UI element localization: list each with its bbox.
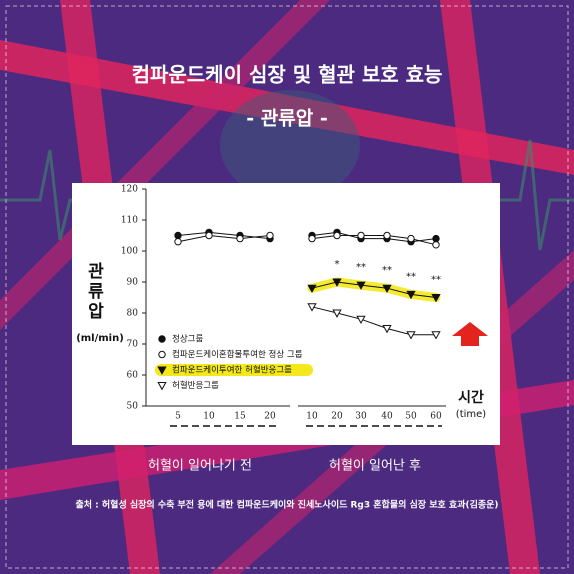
marker: [406, 290, 416, 300]
marker: [432, 234, 440, 243]
marker: [407, 234, 415, 243]
y-tick-label: 70: [127, 340, 139, 350]
marker: [333, 231, 341, 240]
x-tick-label: 60: [430, 412, 442, 422]
significance-label: *: [335, 259, 340, 270]
legend-label: 컴파운드케이혼합물투여한 정상 그룹: [172, 349, 303, 360]
marker: [357, 231, 365, 240]
significance-label: **: [431, 275, 441, 286]
legend-label: 정상그룹: [172, 334, 203, 345]
significance-label: **: [406, 271, 416, 282]
marker: [356, 281, 366, 290]
series-line: [177, 234, 437, 246]
marker: [174, 238, 182, 246]
significance-label: **: [382, 265, 392, 276]
marker: [431, 294, 441, 303]
x-tick-label: 10: [306, 412, 318, 422]
x-tick-label: 30: [355, 412, 367, 422]
marker: [205, 231, 213, 240]
y-tick-label: 120: [121, 185, 138, 195]
period-label: 허혈이 일어나기 전: [148, 459, 252, 474]
y-tick-label: 90: [127, 278, 139, 288]
marker: [382, 284, 392, 294]
legend-label: 컴파운드케이투여한 허혈반응그룹: [172, 365, 292, 376]
legend-highlight: [155, 364, 313, 376]
marker: [332, 278, 342, 287]
marker: [432, 241, 440, 249]
source: 출처 : 허혈성 심장의 수축 부전 용에 대한 컴파운드케이와 진세노사이드 …: [75, 499, 498, 511]
marker: [307, 303, 317, 312]
marker: [431, 331, 441, 340]
x-tick-label: 15: [234, 412, 246, 422]
marker: [158, 350, 166, 359]
y-label: 관류압: [88, 262, 104, 322]
marker: [308, 234, 316, 243]
x-tick-label: 50: [405, 412, 417, 422]
marker: [332, 309, 342, 318]
subtitle: - 관류압 -: [246, 108, 327, 130]
y-unit: (ml/min): [76, 333, 124, 344]
chart-panel: [72, 183, 500, 445]
marker: [383, 231, 391, 240]
x-tick-label: 10: [203, 412, 215, 422]
y-tick-label: 110: [121, 216, 138, 226]
period-label: 허혈이 일어난 후: [329, 459, 421, 474]
x-tick-label: 20: [331, 412, 343, 422]
marker: [157, 382, 167, 391]
marker: [174, 231, 182, 240]
marker: [236, 234, 244, 243]
series-line: [311, 281, 437, 298]
legend-label: 허혈반응그룹: [172, 380, 219, 391]
arrow-icon: [452, 322, 488, 346]
marker: [382, 325, 392, 334]
x-unit: (time): [456, 409, 486, 420]
marker: [157, 366, 167, 375]
y-tick-label: 60: [127, 371, 139, 381]
marker: [406, 331, 416, 340]
x-tick-label: 40: [381, 412, 393, 422]
marker: [158, 335, 166, 343]
marker: [356, 315, 366, 325]
y-tick-label: 100: [121, 247, 138, 257]
y-tick-label: 80: [127, 309, 139, 319]
marker: [266, 231, 274, 240]
series-line: [311, 306, 436, 336]
title: 컴파운드케이 심장 및 혈관 보호 효능: [132, 63, 443, 87]
significance-label: **: [356, 262, 366, 273]
x-label: 시간: [458, 389, 484, 406]
x-tick-label: 5: [175, 412, 181, 422]
y-tick-label: 50: [127, 402, 139, 412]
x-tick-label: 20: [264, 412, 276, 422]
marker: [307, 284, 317, 294]
